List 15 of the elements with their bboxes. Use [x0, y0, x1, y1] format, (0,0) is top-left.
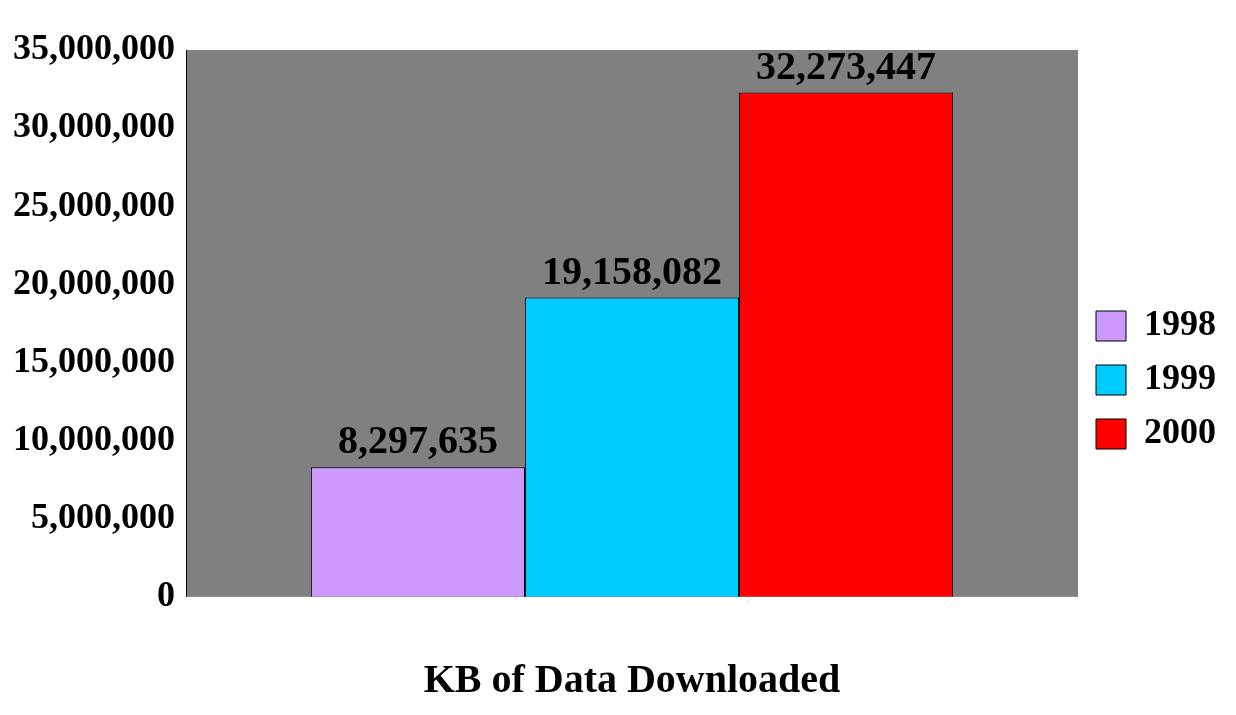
data-label: 32,273,447 — [756, 42, 937, 88]
data-label: 19,158,082 — [542, 247, 722, 293]
legend-label: 1998 — [1144, 303, 1216, 344]
legend-label: 1999 — [1144, 357, 1216, 398]
x-axis-title: KB of Data Downloaded — [423, 656, 841, 702]
y-tick-label: 35,000,000 — [13, 27, 175, 68]
y-tick-label: 10,000,000 — [13, 417, 175, 458]
y-tick-label: 5,000,000 — [31, 495, 175, 536]
y-tick-label: 20,000,000 — [13, 261, 175, 302]
data-label: 8,297,635 — [337, 417, 498, 463]
legend-label: 2000 — [1144, 411, 1216, 452]
y-tick-label: 15,000,000 — [13, 339, 175, 380]
y-tick-label: 25,000,000 — [13, 183, 175, 224]
y-tick-label: 30,000,000 — [13, 105, 175, 146]
y-tick-label: 0 — [157, 574, 175, 615]
